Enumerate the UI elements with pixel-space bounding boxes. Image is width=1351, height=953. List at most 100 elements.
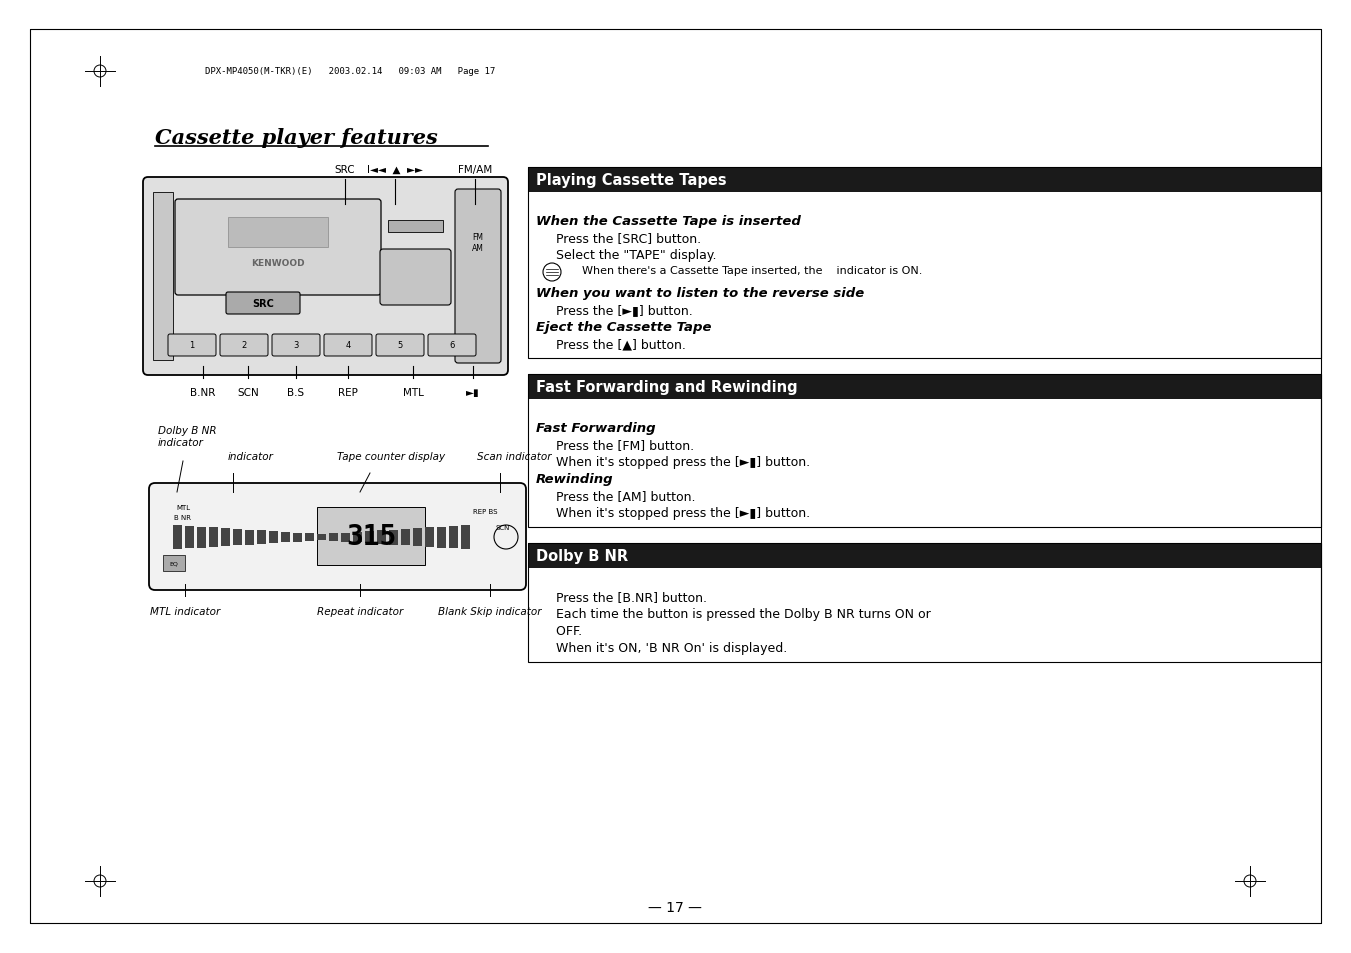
Bar	[245, 530, 254, 545]
Bar	[528, 168, 1321, 193]
Bar	[293, 533, 303, 542]
Bar	[377, 531, 386, 544]
Bar	[461, 525, 470, 550]
Bar	[528, 543, 1321, 662]
Bar	[528, 375, 1321, 399]
Bar	[413, 529, 422, 546]
Text: MTL indicator: MTL indicator	[150, 606, 220, 617]
Bar	[185, 526, 195, 549]
Bar	[388, 221, 443, 233]
Bar	[197, 527, 205, 548]
Text: Press the [SRC] button.: Press the [SRC] button.	[540, 232, 701, 245]
Text: REP: REP	[338, 388, 358, 397]
Text: SRC: SRC	[253, 298, 274, 309]
Text: Press the [B.NR] button.: Press the [B.NR] button.	[540, 590, 707, 603]
Bar	[317, 535, 326, 540]
Text: 2: 2	[242, 341, 247, 350]
Text: ►▮: ►▮	[466, 388, 480, 397]
FancyBboxPatch shape	[226, 293, 300, 314]
Text: When it's ON, 'B NR On' is displayed.: When it's ON, 'B NR On' is displayed.	[540, 641, 788, 655]
Text: SCN: SCN	[238, 388, 259, 397]
Bar	[389, 530, 399, 545]
FancyBboxPatch shape	[376, 335, 424, 356]
FancyBboxPatch shape	[168, 335, 216, 356]
Text: Dolby B NR
indicator: Dolby B NR indicator	[158, 426, 216, 448]
Bar	[163, 556, 185, 572]
FancyBboxPatch shape	[428, 335, 476, 356]
FancyBboxPatch shape	[272, 335, 320, 356]
Bar	[153, 193, 173, 360]
Text: indicator: indicator	[228, 452, 274, 461]
Bar	[528, 375, 1321, 527]
Text: MTL: MTL	[176, 504, 190, 511]
Text: Each time the button is pressed the Dolby B NR turns ON or: Each time the button is pressed the Dolb…	[540, 607, 931, 620]
Text: Fast Forwarding: Fast Forwarding	[536, 421, 655, 435]
Bar	[365, 532, 374, 543]
FancyBboxPatch shape	[149, 483, 526, 590]
Bar	[281, 532, 290, 542]
Text: REP BS: REP BS	[473, 509, 497, 515]
Text: EQ: EQ	[170, 561, 178, 566]
Bar	[528, 168, 1321, 358]
Text: FM/AM: FM/AM	[458, 165, 492, 174]
Bar	[436, 527, 446, 548]
Bar	[353, 532, 362, 542]
Bar	[528, 543, 1321, 568]
Text: 3: 3	[293, 341, 299, 350]
Text: Fast Forwarding and Rewinding: Fast Forwarding and Rewinding	[536, 379, 797, 395]
Text: When there's a Cassette Tape inserted, the    indicator is ON.: When there's a Cassette Tape inserted, t…	[567, 266, 923, 275]
Text: — 17 —: — 17 —	[648, 900, 703, 914]
Bar	[401, 529, 409, 546]
Bar	[222, 529, 230, 546]
Bar	[317, 507, 426, 565]
Text: Scan indicator: Scan indicator	[477, 452, 551, 461]
Text: When it's stopped press the [►▮] button.: When it's stopped press the [►▮] button.	[540, 506, 811, 519]
FancyBboxPatch shape	[455, 190, 501, 364]
Text: Select the "TAPE" display.: Select the "TAPE" display.	[540, 249, 716, 262]
Text: B NR: B NR	[174, 515, 192, 520]
Text: When you want to listen to the reverse side: When you want to listen to the reverse s…	[536, 287, 865, 299]
Text: Press the [►▮] button.: Press the [►▮] button.	[540, 304, 693, 316]
Text: OFF.: OFF.	[540, 624, 582, 638]
FancyBboxPatch shape	[220, 335, 267, 356]
Text: Repeat indicator: Repeat indicator	[317, 606, 403, 617]
FancyBboxPatch shape	[380, 250, 451, 306]
Text: KENWOOD: KENWOOD	[251, 258, 305, 267]
Bar	[305, 534, 313, 541]
Bar	[173, 525, 182, 550]
Text: 4: 4	[346, 341, 351, 350]
Text: MTL: MTL	[403, 388, 423, 397]
Bar	[449, 526, 458, 549]
Text: When the Cassette Tape is inserted: When the Cassette Tape is inserted	[536, 214, 801, 228]
FancyBboxPatch shape	[176, 200, 381, 295]
Text: Cassette player features: Cassette player features	[155, 128, 438, 148]
Text: Press the [▲] button.: Press the [▲] button.	[540, 337, 686, 351]
Text: B.NR: B.NR	[190, 388, 216, 397]
Text: Playing Cassette Tapes: Playing Cassette Tapes	[536, 172, 727, 188]
Text: Dolby B NR: Dolby B NR	[536, 548, 628, 563]
Text: SCN: SCN	[496, 524, 511, 531]
Text: 1: 1	[189, 341, 195, 350]
Text: I◄◄  ▲  ►►: I◄◄ ▲ ►►	[367, 165, 423, 174]
Text: Rewinding: Rewinding	[536, 473, 613, 485]
Text: Press the [FM] button.: Press the [FM] button.	[540, 438, 694, 452]
Text: Tape counter display: Tape counter display	[336, 452, 444, 461]
Text: SRC: SRC	[335, 165, 355, 174]
Bar	[340, 533, 350, 542]
Bar	[426, 528, 434, 547]
Text: Eject the Cassette Tape: Eject the Cassette Tape	[536, 320, 712, 334]
Text: FM
AM: FM AM	[471, 233, 484, 253]
Bar	[257, 531, 266, 544]
FancyBboxPatch shape	[324, 335, 372, 356]
Text: When it's stopped press the [►▮] button.: When it's stopped press the [►▮] button.	[540, 456, 811, 469]
Bar	[330, 534, 338, 541]
Text: 5: 5	[397, 341, 403, 350]
Text: 315: 315	[346, 522, 396, 551]
Bar	[232, 529, 242, 546]
Text: Press the [AM] button.: Press the [AM] button.	[540, 490, 696, 502]
Text: DPX-MP4050(M-TKR)(E)   2003.02.14   09:03 AM   Page 17: DPX-MP4050(M-TKR)(E) 2003.02.14 09:03 AM…	[205, 68, 496, 76]
Text: Blank Skip indicator: Blank Skip indicator	[438, 606, 542, 617]
Text: B.S: B.S	[288, 388, 304, 397]
Bar	[269, 532, 278, 543]
Bar	[209, 528, 218, 547]
